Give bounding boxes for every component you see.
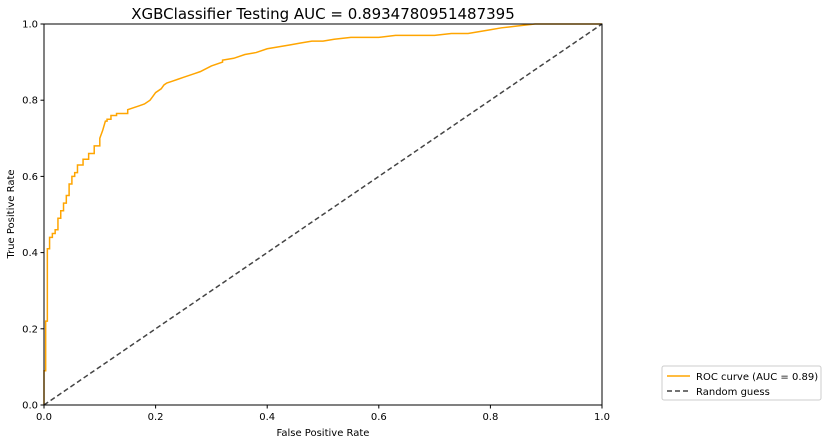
x-tick-label: 0.8 [482, 412, 498, 423]
y-tick-label: 0.4 [22, 248, 38, 259]
y-tick-label: 0.2 [22, 324, 38, 335]
plot-frame [43, 23, 603, 406]
legend-box [661, 365, 822, 401]
legend-random-label: Random guess [696, 387, 770, 398]
y-tick-label: 0.6 [22, 172, 38, 183]
random-guess-line [43, 23, 603, 406]
y-tick-label: 0.8 [22, 96, 38, 107]
roc-curve-line [43, 23, 602, 405]
x-tick-label: 0.4 [259, 412, 275, 423]
x-tick-label: 1.0 [594, 412, 610, 423]
y-tick-label: 0.0 [22, 401, 38, 412]
chart-title: XGBClassifier Testing AUC = 0.8934780951… [131, 5, 515, 23]
legend-roc-label: ROC curve (AUC = 0.89) [696, 372, 818, 383]
x-axis: 0.0 0.2 0.4 0.6 0.8 1.0 [36, 405, 610, 423]
x-tick-label: 0.2 [148, 412, 164, 423]
y-axis: 0.0 0.2 0.4 0.6 0.8 1.0 [22, 20, 44, 412]
y-tick-label: 1.0 [22, 20, 38, 31]
x-tick-label: 0.6 [371, 412, 387, 423]
x-axis-label: False Positive Rate [277, 428, 370, 439]
y-axis-label: True Positive Rate [6, 169, 17, 259]
plot-area [43, 23, 603, 406]
legend: ROC curve (AUC = 0.89) Random guess [661, 365, 822, 401]
x-tick-label: 0.0 [36, 412, 52, 423]
